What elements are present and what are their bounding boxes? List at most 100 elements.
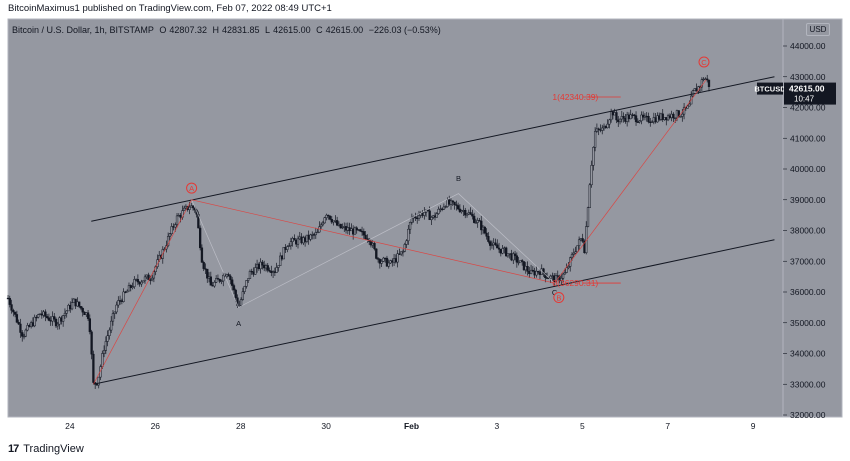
candle — [529, 264, 533, 275]
y-tick-label: 39000.00 — [790, 195, 826, 205]
candle-body — [521, 260, 524, 262]
candle — [197, 211, 200, 229]
candle-body — [661, 113, 664, 120]
candle — [110, 316, 113, 334]
candle-body — [531, 269, 535, 272]
candle-body — [106, 335, 109, 342]
candle-body — [15, 314, 19, 323]
candle-body — [319, 224, 323, 228]
candle — [476, 217, 479, 228]
candle-body — [615, 112, 618, 121]
candle — [191, 204, 195, 211]
candle — [19, 318, 22, 338]
candle — [335, 216, 339, 227]
candle-body — [376, 258, 380, 260]
candle-body — [674, 117, 677, 119]
candle — [672, 112, 675, 122]
candle-body — [496, 244, 499, 249]
low-value: 42615.00 — [273, 25, 311, 35]
candle — [279, 252, 282, 266]
bar-countdown: 10:47 — [794, 95, 815, 104]
author-name[interactable]: BitcoinMaximus1 — [8, 3, 80, 14]
candle — [92, 350, 95, 384]
candle — [245, 280, 248, 289]
candle-body — [474, 222, 478, 224]
candle-body — [10, 304, 13, 311]
candle-body — [209, 276, 212, 286]
candle-body — [417, 215, 421, 219]
candle — [387, 259, 390, 269]
y-tick-label: 41000.00 — [790, 133, 826, 143]
candle-body — [359, 229, 362, 232]
candle — [364, 231, 367, 240]
candle-body — [480, 220, 483, 231]
candle-body — [191, 205, 195, 209]
candle — [679, 115, 682, 118]
candle-body — [286, 246, 289, 250]
wave-label-text: A — [236, 319, 241, 328]
candle-body — [560, 278, 563, 281]
candle-body — [245, 280, 248, 287]
candle — [241, 287, 244, 301]
candle-body — [471, 214, 474, 217]
candle — [554, 273, 558, 283]
candle — [70, 297, 74, 311]
candle-body — [227, 274, 230, 277]
candle — [435, 212, 438, 218]
candle-body — [47, 317, 51, 321]
candle-body — [104, 341, 108, 351]
candle-body — [401, 251, 405, 253]
candle — [286, 245, 289, 253]
candle — [24, 328, 27, 338]
candle — [458, 204, 462, 214]
brand-name[interactable]: TradingView — [23, 443, 84, 455]
candle — [88, 314, 91, 335]
candle — [296, 235, 300, 249]
candle — [403, 242, 406, 253]
candle-body — [405, 240, 408, 245]
candle — [465, 213, 469, 218]
candle — [506, 253, 510, 258]
candle — [401, 249, 405, 257]
candle — [647, 112, 650, 124]
candle — [400, 251, 403, 256]
open-label: O — [159, 25, 167, 35]
candle — [152, 270, 156, 283]
tradingview-logo-icon[interactable]: 17 — [8, 443, 19, 455]
candle-body — [56, 323, 59, 327]
candle — [688, 100, 691, 107]
candle — [309, 233, 312, 242]
candle — [474, 218, 478, 224]
candle — [408, 221, 412, 234]
wave-label-circle — [186, 182, 198, 194]
high-value: 42831.85 — [221, 25, 260, 35]
candle — [706, 74, 709, 83]
candle-body — [335, 220, 339, 226]
candle — [33, 314, 36, 328]
candle-body — [595, 128, 599, 132]
candle — [282, 247, 285, 260]
candle — [111, 310, 115, 326]
candle-body — [136, 279, 140, 283]
candle-body — [325, 214, 328, 218]
candle-body — [362, 231, 365, 236]
candle — [17, 319, 20, 325]
candle-body — [364, 234, 367, 239]
candle — [106, 330, 109, 347]
candle — [618, 118, 622, 125]
candle — [640, 111, 643, 125]
candle — [79, 306, 83, 311]
candle-body — [243, 286, 246, 292]
candle — [565, 263, 568, 274]
candle — [316, 228, 319, 234]
candle-body — [430, 217, 433, 221]
candle-body — [213, 281, 216, 287]
candle — [597, 127, 600, 136]
candle — [700, 77, 704, 92]
candle — [12, 308, 15, 317]
candle-body — [101, 353, 104, 367]
candle — [86, 310, 90, 321]
currency-button[interactable]: USD — [806, 23, 830, 36]
candle-body — [174, 224, 177, 228]
